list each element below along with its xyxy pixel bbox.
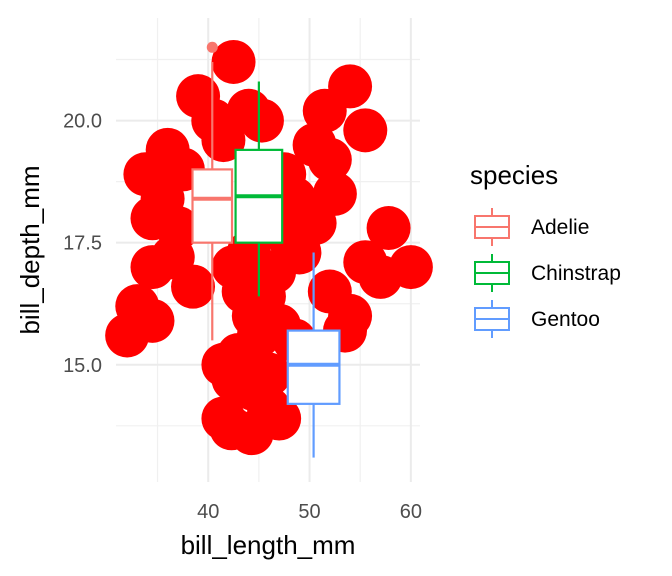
legend-label: Adelie	[531, 216, 589, 239]
legend-label: Gentoo	[531, 308, 600, 331]
y-tick-label: 17.5	[63, 233, 102, 255]
box	[191, 168, 234, 244]
legend: species Adelie Chinstrap Gentoo	[470, 160, 621, 338]
y-tick-label: 20.0	[63, 111, 102, 133]
overlay-point	[257, 396, 302, 441]
overlay-point	[115, 284, 160, 329]
legend-item-gentoo: Gentoo	[474, 300, 600, 338]
legend-title: species	[470, 160, 558, 190]
y-tick-label: 15.0	[63, 355, 102, 377]
overlay-point	[171, 264, 216, 309]
overlay-point	[366, 206, 411, 251]
overlay-point	[236, 313, 281, 358]
boxplots	[191, 41, 341, 458]
x-tick-label: 50	[298, 501, 320, 523]
y-axis-ticks: 15.0 17.5 20.0	[63, 111, 102, 377]
x-tick-label: 40	[197, 501, 219, 523]
x-tick-label: 60	[400, 501, 422, 523]
boxplot-chinstrap	[234, 81, 284, 297]
y-axis-title: bill_depth_mm	[15, 165, 45, 334]
overlay-point	[312, 171, 357, 216]
overlay-point	[328, 64, 373, 109]
overlay-point	[247, 352, 292, 397]
x-axis-title: bill_length_mm	[181, 530, 356, 560]
legend-label: Chinstrap	[531, 262, 621, 285]
overlay-point	[307, 137, 352, 182]
legend-item-adelie: Adelie	[474, 208, 589, 246]
overlay-point	[358, 254, 403, 299]
legend-item-chinstrap: Chinstrap	[474, 254, 621, 292]
x-axis-ticks: 40 50 60	[197, 501, 422, 523]
boxplot-adelie	[191, 41, 234, 341]
outlier-point	[206, 41, 218, 53]
boxplot-gentoo	[286, 252, 341, 458]
overlay-point	[211, 39, 256, 84]
overlay-point	[239, 98, 284, 143]
box	[286, 329, 341, 405]
overlay-points	[105, 39, 433, 456]
overlay-point	[130, 245, 175, 290]
overlay-point	[343, 108, 388, 153]
